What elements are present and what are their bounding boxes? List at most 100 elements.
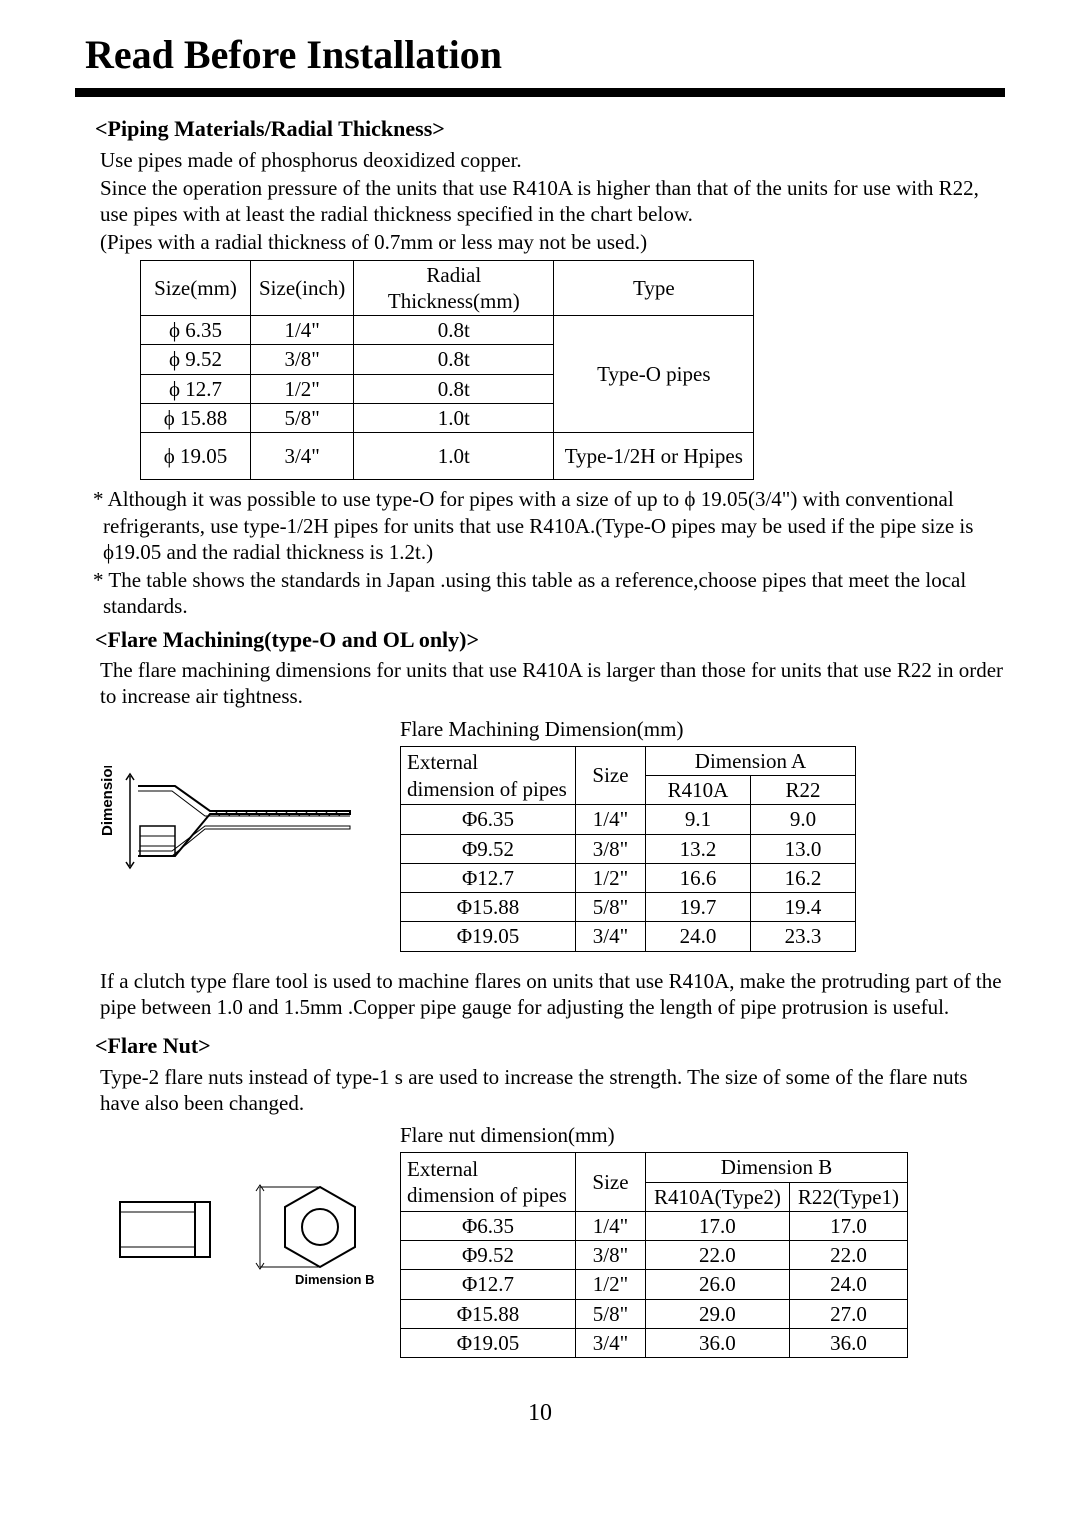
phi-icon (462, 1272, 477, 1296)
val: 9.52 (185, 347, 222, 371)
phi-icon (457, 1302, 472, 1326)
phi-icon (169, 347, 185, 371)
cell: 9.52 (141, 345, 251, 374)
cell: 12.7 (141, 374, 251, 403)
val: 9.52 (477, 1243, 514, 1267)
section2-para2: If a clutch type flare tool is used to m… (100, 968, 1005, 1021)
piping-table: Size(mm) Size(inch) Radial Thickness(mm)… (140, 260, 754, 481)
val: 12.7 (477, 1272, 514, 1296)
piping-h3: Radial Thickness(mm) (354, 260, 554, 316)
cell: 16.2 (751, 863, 856, 892)
cell: 26.0 (646, 1270, 790, 1299)
phi-icon (169, 318, 185, 342)
flare-h3: Dimension A (646, 746, 856, 775)
cell: 0.8t (354, 316, 554, 345)
flare-nut-diagram: Dimension B (100, 1152, 390, 1292)
cell: 36.0 (789, 1328, 907, 1357)
nut-h2: Size (576, 1153, 646, 1212)
cell: 1/4" (576, 1211, 646, 1240)
cell: 6.35 (401, 805, 576, 834)
cell: 5/8" (576, 893, 646, 922)
cell: 1.0t (354, 433, 554, 480)
phi-icon (164, 444, 180, 468)
section2-heading: <Flare Machining(type-O and OL only)> (95, 626, 1005, 654)
cell: 22.0 (789, 1241, 907, 1270)
phi-icon (457, 895, 472, 919)
cell: 24.0 (789, 1270, 907, 1299)
phi-icon (462, 807, 477, 831)
val: 15.88 (180, 406, 227, 430)
cell: 3/4" (576, 922, 646, 951)
cell: 1/4" (251, 316, 354, 345)
phi-icon (462, 866, 477, 890)
val: 9.52 (477, 837, 514, 861)
section2-caption: Flare Machining Dimension(mm) (400, 716, 1005, 742)
section1-heading: <Piping Materials/Radial Thickness> (95, 115, 1005, 143)
phi-icon (457, 924, 472, 948)
val: 19.05 (472, 924, 519, 948)
cell: 0.8t (354, 345, 554, 374)
cell: 3/8" (576, 834, 646, 863)
val: 19.05 (180, 444, 227, 468)
cell: 36.0 (646, 1328, 790, 1357)
cell: 19.4 (751, 893, 856, 922)
section1-para3: (Pipes with a radial thickness of 0.7mm … (100, 229, 1005, 255)
cell: 6.35 (401, 1211, 576, 1240)
nut-h3b: R22(Type1) (789, 1182, 907, 1211)
val: 19.05 (472, 1331, 519, 1355)
cell: 24.0 (646, 922, 751, 951)
flare-h3b: R22 (751, 776, 856, 805)
val: 15.88 (472, 1302, 519, 1326)
cell: 9.52 (401, 1241, 576, 1270)
phi-icon (457, 1331, 472, 1355)
cell: 1/4" (576, 805, 646, 834)
cell: 5/8" (576, 1299, 646, 1328)
cell: 17.0 (646, 1211, 790, 1240)
phi-icon (462, 837, 477, 861)
cell: 13.0 (751, 834, 856, 863)
svg-text:Dimension A: Dimension A (100, 766, 116, 836)
cell: 9.52 (401, 834, 576, 863)
cell: 9.1 (646, 805, 751, 834)
section2-para1: The flare machining dimensions for units… (100, 657, 1005, 710)
val: 6.35 (477, 807, 514, 831)
cell-type-o: Type-O pipes (554, 316, 754, 433)
cell: 19.7 (646, 893, 751, 922)
cell: 12.7 (401, 863, 576, 892)
piping-h2: Size(inch) (251, 260, 354, 316)
nut-h1: External dimension of pipes (401, 1153, 576, 1212)
section1-note1: * Although it was possible to use type-O… (93, 486, 1005, 565)
cell: 16.6 (646, 863, 751, 892)
flare-diagram: Dimension A (100, 746, 390, 886)
cell: 17.0 (789, 1211, 907, 1240)
val: 12.7 (477, 866, 514, 890)
phi-icon (462, 1214, 477, 1238)
val: 6.35 (477, 1214, 514, 1238)
flare-table: External dimension of pipes Size Dimensi… (400, 746, 856, 952)
section3-caption: Flare nut dimension(mm) (400, 1122, 1005, 1148)
section1-note2: * The table shows the standards in Japan… (93, 567, 1005, 620)
cell: 19.05 (401, 922, 576, 951)
nut-h3: Dimension B (646, 1153, 908, 1182)
cell: 1.0t (354, 403, 554, 432)
piping-h1: Size(mm) (141, 260, 251, 316)
cell: 29.0 (646, 1299, 790, 1328)
cell: 1/2" (576, 1270, 646, 1299)
page-title: Read Before Installation (75, 30, 1005, 80)
section1-para1: Use pipes made of phosphorus deoxidized … (100, 147, 1005, 173)
cell: 27.0 (789, 1299, 907, 1328)
cell: 1/2" (576, 863, 646, 892)
cell: 3/4" (251, 433, 354, 480)
cell: 3/8" (251, 345, 354, 374)
cell: 6.35 (141, 316, 251, 345)
cell: 3/4" (576, 1328, 646, 1357)
phi-icon (462, 1243, 477, 1267)
val: 15.88 (472, 895, 519, 919)
cell: 12.7 (401, 1270, 576, 1299)
cell: 0.8t (354, 374, 554, 403)
cell: 19.05 (401, 1328, 576, 1357)
section3-para1: Type-2 flare nuts instead of type-1 s ar… (100, 1064, 1005, 1117)
cell: 3/8" (576, 1241, 646, 1270)
cell: 1/2" (251, 374, 354, 403)
flare-h2: Size (576, 746, 646, 805)
